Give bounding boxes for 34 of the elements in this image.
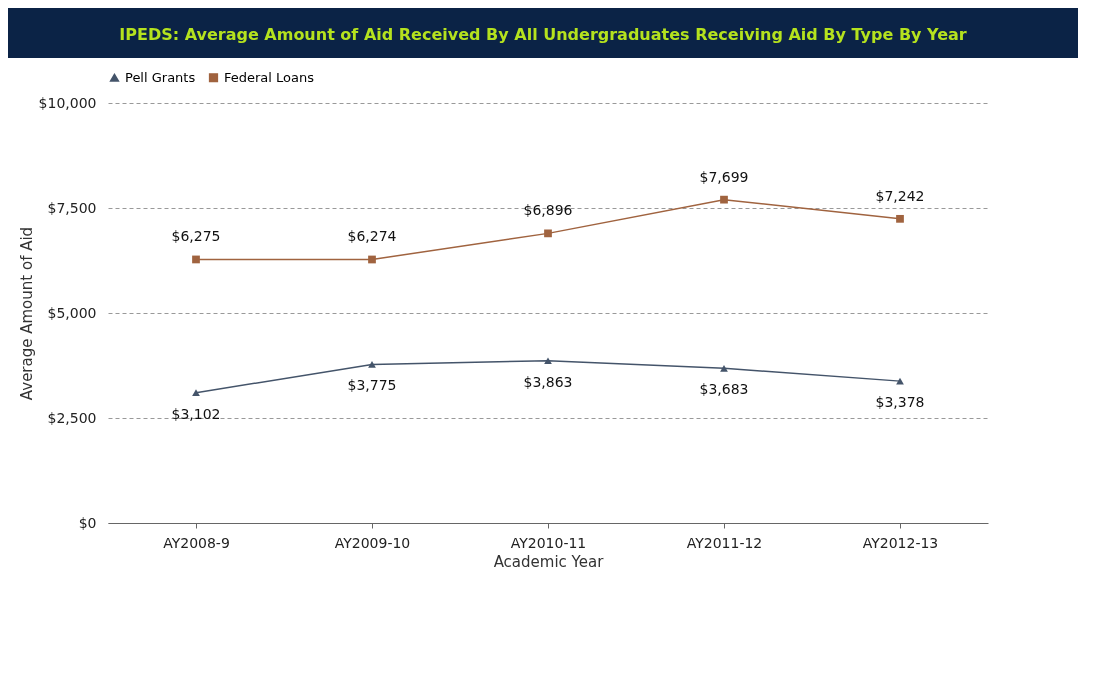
point [368,255,376,264]
legend-label: Federal Loans [224,69,315,85]
x-tick-label: AY2010-11 [510,534,587,551]
y-tick-label: $5,000 [47,304,97,321]
y-axis-title: Average Amount of Aid [17,226,36,401]
data-label: $6,274 [347,228,397,245]
data-label: $7,699 [699,168,749,185]
legend-label: Pell Grants [125,69,196,85]
point [896,214,904,223]
chart-title: IPEDS: Average Amount of Aid Received By All Undergraduates Receiving Aid By Type By Year [119,25,967,44]
data-label: $3,378 [875,394,925,411]
point [368,361,376,368]
data-label: $7,242 [875,187,925,204]
data-label: $6,275 [171,228,221,245]
y-tick-label: $2,500 [47,409,97,426]
x-tick-label: AY2009-10 [334,534,411,551]
point [192,389,200,397]
data-label: $3,102 [171,405,221,422]
point [720,195,728,204]
point [544,229,552,238]
x-tick-label: AY2008-9 [163,534,230,551]
y-tick-label: $0 [78,514,97,531]
data-label: $3,775 [347,377,397,394]
y-tick-label: $7,500 [47,199,97,216]
data-label: $3,683 [699,381,749,398]
x-axis-title: Academic Year [493,552,605,571]
data-label: $3,863 [523,373,573,390]
x-tick-label: AY2012-13 [862,534,939,551]
point [192,255,200,264]
x-tick-label: AY2011-12 [686,534,763,551]
point [544,357,552,365]
data-label: $6,896 [523,202,573,219]
y-tick-label: $10,000 [38,94,97,111]
point [720,364,728,372]
